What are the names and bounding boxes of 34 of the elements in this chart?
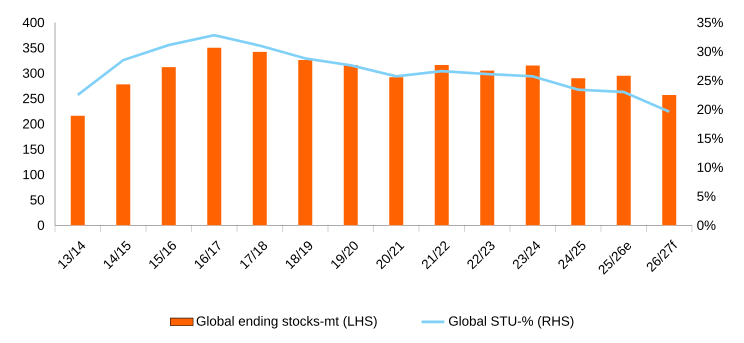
bar: [252, 52, 267, 226]
bar: [389, 77, 404, 226]
bar: [162, 67, 176, 226]
y-tick-label: 200: [23, 119, 44, 129]
y-tick-label: 0: [38, 220, 44, 230]
y2-tick-label: 25%: [697, 76, 723, 86]
bar: [298, 60, 312, 226]
y2-tick-label: 30%: [697, 46, 723, 56]
y-tick-label: 150: [23, 144, 44, 154]
y-tick-label: 250: [23, 94, 44, 104]
y-tick-label: 100: [23, 170, 44, 180]
y2-tick-label: 5%: [697, 192, 716, 201]
y-tick-label: 400: [22, 18, 44, 28]
bar: [116, 84, 130, 226]
bar: [70, 116, 85, 226]
y2-tick-label: 35%: [697, 18, 723, 28]
bar: [526, 66, 540, 226]
legend-label: Global ending stocks-mt (LHS): [196, 316, 377, 328]
bar: [480, 70, 494, 226]
bar: [434, 65, 449, 226]
bar: [616, 76, 631, 226]
line-series: [76, 34, 671, 114]
y2-tick-label: 20%: [697, 104, 723, 114]
y2-tick-label: 15%: [698, 134, 723, 144]
bar: [571, 78, 586, 226]
bar: [207, 48, 222, 226]
y2-tick-label: 10%: [698, 162, 723, 172]
y2-tick-label: 0%: [697, 220, 716, 230]
y-tick-label: 50: [30, 195, 44, 205]
bar: [662, 94, 676, 226]
bar: [344, 65, 358, 226]
y-tick-label: 300: [22, 68, 44, 78]
y-tick-label: 350: [22, 43, 44, 53]
legend-label: Global STU-% (RHS): [448, 316, 574, 328]
